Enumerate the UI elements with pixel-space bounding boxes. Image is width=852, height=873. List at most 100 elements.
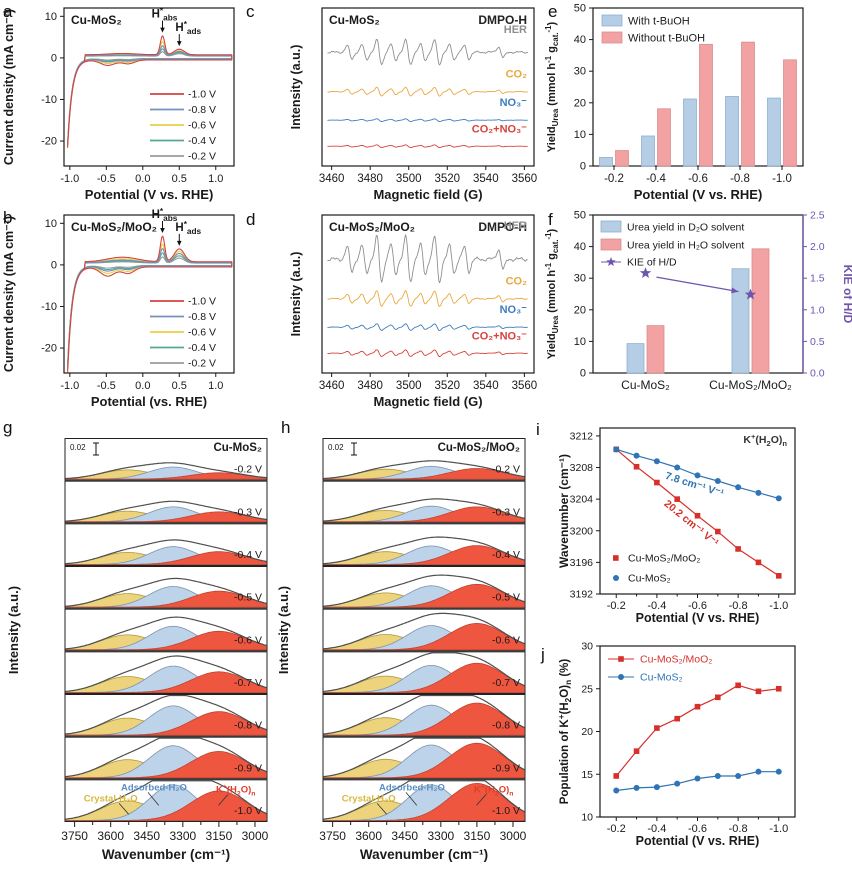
svg-text:0: 0: [51, 52, 57, 64]
svg-text:1.0: 1.0: [208, 380, 223, 392]
svg-text:0: 0: [51, 259, 57, 271]
panel-letter-c: c: [246, 2, 255, 21]
svg-text:10: 10: [574, 129, 586, 141]
svg-text:KIE of H/D: KIE of H/D: [841, 265, 852, 324]
ftir-plot: -0.2 V Cu-MoS₂ 0.02 -0.3 V -0.4 V -0.5 V -0.6 …: [6, 438, 269, 862]
svg-text:-10: -10: [41, 301, 57, 313]
svg-text:Cu-MoS₂/MoO₂: Cu-MoS₂/MoO₂: [329, 220, 415, 234]
svg-text:-20: -20: [41, 136, 57, 148]
svg-text:DMPO-H: DMPO-H: [478, 13, 527, 27]
panel-i-wavenumber-shift: 3192 3196 3200 3204 3208 3212 -0.2 -0.4 -0.6 -0.8…: [556, 414, 852, 626]
svg-text:Magnetic field (G): Magnetic field (G): [373, 187, 482, 202]
panel-f-chart: 0 10 20 30 40 50 Cu-MoS₂ Cu-MoS₂/MoO₂ YieldUrea …: [544, 210, 852, 393]
svg-text:0.0: 0.0: [810, 368, 825, 380]
svg-text:0: 0: [580, 161, 586, 173]
svg-text:3750: 3750: [319, 829, 346, 843]
panel-f-kie-bars: 0 10 20 30 40 50 Cu-MoS₂ Cu-MoS₂/MoO₂ YieldUrea …: [540, 207, 852, 414]
svg-text:H*ads: H*ads: [175, 220, 201, 236]
panel-g-ftir-cumos2: -0.2 V Cu-MoS₂ 0.02 -0.3 V -0.4 V -0.5 V -0.6 …: [0, 414, 278, 873]
svg-text:-20: -20: [41, 343, 57, 355]
svg-text:-0.6 V: -0.6 V: [188, 120, 216, 132]
panel-letter-e: e: [548, 2, 558, 21]
svg-text:2.0: 2.0: [810, 241, 825, 253]
svg-text:Adsorbed-H₂O: Adsorbed-H₂O: [379, 782, 445, 793]
svg-text:3480: 3480: [357, 173, 383, 185]
svg-text:-0.6 V: -0.6 V: [188, 327, 216, 339]
svg-text:10: 10: [45, 218, 57, 230]
svg-text:-0.2: -0.2: [604, 173, 624, 185]
epr-plot: 3460 3480 3500 3520 3540 3560 Magnetic field (…: [289, 214, 537, 409]
svg-text:-0.8 V: -0.8 V: [492, 720, 520, 732]
svg-text:Cu-MoS₂/MoO₂: Cu-MoS₂/MoO₂: [709, 378, 792, 392]
svg-text:50: 50: [574, 3, 586, 15]
svg-text:Cu-MoS₂: Cu-MoS₂: [71, 13, 122, 27]
svg-text:With t-BuOH: With t-BuOH: [628, 16, 690, 28]
svg-text:-0.2 V: -0.2 V: [234, 464, 262, 476]
svg-text:Cu-MoS₂/MoO₂: Cu-MoS₂/MoO₂: [628, 553, 700, 565]
svg-text:DMPO-H: DMPO-H: [478, 220, 527, 234]
svg-text:Potential (vs. RHE): Potential (vs. RHE): [91, 394, 207, 409]
svg-text:-0.8: -0.8: [729, 823, 748, 835]
svg-text:Current density (mA cm⁻²): Current density (mA cm⁻²): [2, 216, 16, 372]
svg-text:40: 40: [574, 241, 586, 253]
svg-text:0: 0: [580, 368, 586, 380]
svg-text:-0.5: -0.5: [97, 380, 116, 392]
svg-text:30: 30: [581, 641, 593, 653]
svg-text:CO₂+NO₃⁻: CO₂+NO₃⁻: [472, 330, 527, 342]
svg-text:3520: 3520: [434, 173, 460, 185]
svg-text:3500: 3500: [396, 173, 422, 185]
svg-text:20: 20: [574, 304, 586, 316]
svg-text:YieldUrea (mmol h-1 gcat.-1): YieldUrea (mmol h-1 gcat.-1): [544, 228, 560, 359]
panel-d-chart: 3460 3480 3500 3520 3540 3560 Magnetic field (…: [289, 214, 537, 409]
svg-text:-0.4 V: -0.4 V: [188, 342, 216, 354]
panel-letter-d: d: [246, 210, 256, 229]
svg-text:0.02: 0.02: [70, 443, 86, 452]
svg-text:1.5: 1.5: [810, 273, 825, 285]
svg-text:3000: 3000: [500, 829, 527, 843]
panel-letter-h: h: [281, 418, 291, 437]
svg-text:KIE of H/D: KIE of H/D: [627, 257, 677, 269]
svg-text:-1.0: -1.0: [772, 173, 792, 185]
svg-text:-0.2 V: -0.2 V: [188, 358, 216, 370]
svg-text:K+(H2O)n: K+(H2O)n: [743, 432, 787, 448]
svg-text:NO₃⁻: NO₃⁻: [500, 304, 528, 316]
svg-text:3450: 3450: [133, 829, 160, 843]
panel-h-ftir-cumos2moo2: -0.2 V Cu-MoS₂/MoO₂ 0.02 -0.3 V -0.4 V -0.5 V…: [278, 414, 556, 873]
svg-text:Potential (V vs. RHE): Potential (V vs. RHE): [636, 611, 760, 625]
svg-text:3480: 3480: [357, 380, 383, 392]
svg-text:30: 30: [574, 66, 586, 78]
svg-text:Crystal-H₂O: Crystal-H₂O: [342, 793, 396, 804]
svg-text:HER: HER: [504, 220, 527, 232]
svg-text:Cu-MoS₂: Cu-MoS₂: [329, 13, 380, 27]
svg-text:Urea yield in H₂O solvent: Urea yield in H₂O solvent: [627, 240, 744, 252]
svg-text:-0.8 V: -0.8 V: [188, 104, 216, 116]
svg-text:3300: 3300: [427, 829, 454, 843]
svg-text:0.0: 0.0: [135, 173, 150, 185]
svg-text:3204: 3204: [570, 494, 594, 506]
svg-text:Without t-BuOH: Without t-BuOH: [628, 33, 705, 45]
svg-text:0.5: 0.5: [172, 380, 187, 392]
svg-text:3212: 3212: [570, 430, 594, 442]
svg-text:-0.5 V: -0.5 V: [234, 592, 262, 604]
svg-text:-1.0: -1.0: [769, 600, 788, 612]
svg-text:3540: 3540: [473, 380, 499, 392]
scatter-plot: 3192 3196 3200 3204 3208 3212 -0.2 -0.4 -0.6 -0.8…: [557, 427, 796, 625]
panel-letter-g: g: [3, 418, 13, 437]
svg-text:-0.4: -0.4: [647, 823, 666, 835]
svg-text:3150: 3150: [464, 829, 491, 843]
svg-text:-0.9 V: -0.9 V: [234, 762, 262, 774]
panel-c-epr-cumos2: 3460 3480 3500 3520 3540 3560 Magnetic field (…: [240, 0, 540, 207]
svg-text:3208: 3208: [570, 462, 594, 474]
panel-j-population: 10 15 20 25 30 -0.2 -0.4 -0.6 -0.8 -1.0 Potential …: [556, 626, 852, 873]
svg-text:3500: 3500: [396, 380, 422, 392]
svg-text:3600: 3600: [97, 829, 124, 843]
svg-text:K+(H2O)n: K+(H2O)n: [216, 783, 255, 797]
panel-e-chart: 0 10 20 30 40 50 -0.2 -0.4 -0.6 -0.8 -1.0 Potential…: [544, 3, 804, 202]
svg-text:-0.4: -0.4: [646, 173, 666, 185]
scatter-plot: 10 15 20 25 30 -0.2 -0.4 -0.6 -0.8 -1.0 Potential …: [557, 641, 796, 848]
svg-text:3750: 3750: [61, 829, 88, 843]
svg-text:-0.2 V: -0.2 V: [188, 151, 216, 163]
svg-text:-1.0 V: -1.0 V: [188, 89, 216, 101]
svg-text:0.0: 0.0: [135, 380, 150, 392]
svg-text:Population of K+(H2O)n (%): Population of K+(H2O)n (%): [557, 659, 573, 805]
